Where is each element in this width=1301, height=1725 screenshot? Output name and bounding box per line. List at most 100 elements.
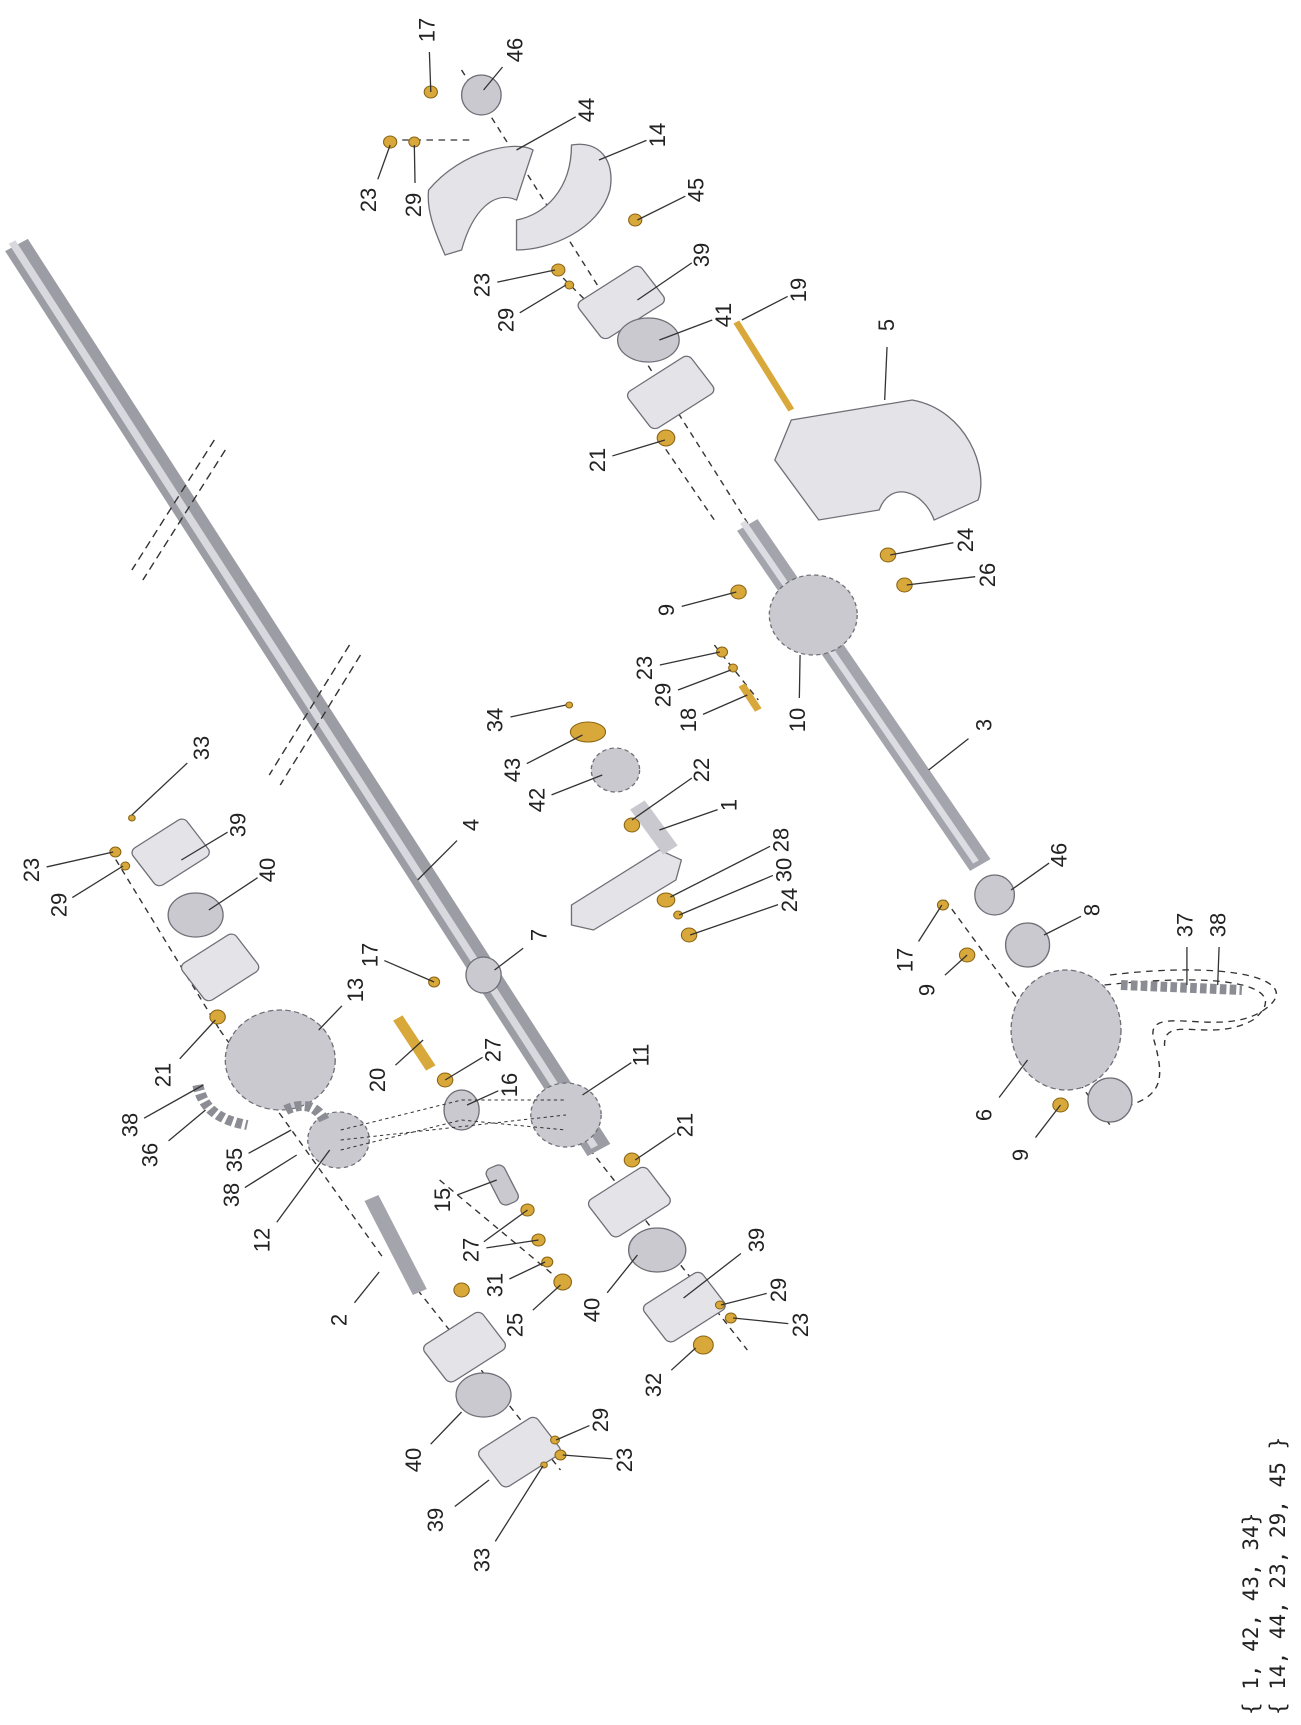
footnote: { 14, 44, 23, 29, 45 } bbox=[1266, 1437, 1290, 1715]
part-number: 14 bbox=[645, 123, 670, 147]
part-number: 11 bbox=[629, 1044, 654, 1067]
part-number: 21 bbox=[585, 448, 610, 472]
sprockets bbox=[224, 574, 1122, 1169]
leader-line bbox=[678, 874, 774, 916]
part-number: 34 bbox=[483, 708, 508, 732]
part-number: 9 bbox=[914, 984, 939, 996]
leader-line bbox=[702, 694, 748, 715]
leader-line bbox=[631, 777, 693, 821]
part-number: 39 bbox=[744, 1228, 769, 1252]
leader-line bbox=[906, 576, 976, 586]
leader-line bbox=[582, 1062, 632, 1096]
part-number: 28 bbox=[768, 828, 793, 852]
part-number: 7 bbox=[527, 929, 552, 941]
leader-line bbox=[683, 1252, 742, 1299]
leader-line bbox=[659, 319, 713, 341]
part-number: 23 bbox=[356, 188, 381, 212]
footnote: { 1, 42, 43, 34} bbox=[1239, 1513, 1263, 1715]
part-number: 38 bbox=[1206, 913, 1231, 937]
part-number: 2 bbox=[327, 1314, 352, 1326]
part-number: 24 bbox=[953, 528, 978, 552]
leader-line bbox=[890, 542, 954, 556]
guard-half bbox=[427, 145, 534, 256]
leader-line bbox=[444, 1056, 483, 1081]
leader-line bbox=[131, 762, 188, 816]
part-number: 17 bbox=[357, 943, 382, 967]
part-number: 27 bbox=[458, 1238, 483, 1262]
leader-line bbox=[394, 1039, 424, 1066]
drawing bbox=[5, 69, 1278, 1488]
part-number: 13 bbox=[343, 978, 368, 1002]
part-number: 29 bbox=[494, 308, 519, 332]
leader-line bbox=[143, 1084, 204, 1119]
leader-line bbox=[454, 1479, 490, 1508]
leader-line bbox=[318, 1005, 343, 1031]
part-number: 8 bbox=[1079, 904, 1104, 916]
leader-line bbox=[732, 1317, 789, 1325]
part-number: 3 bbox=[972, 719, 997, 731]
leader-line bbox=[353, 1271, 380, 1304]
part-number: 29 bbox=[401, 193, 426, 217]
part-number: 46 bbox=[1046, 843, 1071, 867]
leader-line bbox=[798, 654, 801, 699]
leader-line bbox=[483, 66, 504, 91]
part-number: 4 bbox=[458, 819, 483, 831]
leader-line bbox=[598, 139, 647, 161]
part-number: 40 bbox=[401, 1448, 426, 1472]
leader-line bbox=[413, 144, 416, 184]
part-number: 29 bbox=[46, 893, 71, 917]
leader-line bbox=[606, 1254, 638, 1294]
bolt bbox=[733, 320, 795, 412]
part-number: 19 bbox=[786, 278, 811, 302]
leader-line bbox=[417, 840, 458, 881]
leader-line bbox=[634, 1132, 676, 1161]
part-number: 6 bbox=[972, 1109, 997, 1121]
part-number: 17 bbox=[414, 18, 439, 42]
leader-line bbox=[884, 346, 888, 401]
shaft bbox=[364, 1195, 427, 1295]
leader-line bbox=[46, 851, 114, 868]
leader-line bbox=[248, 1129, 292, 1154]
leader-line bbox=[998, 1059, 1029, 1098]
leader-line bbox=[659, 809, 718, 831]
part-number: 21 bbox=[673, 1113, 698, 1137]
chain bbox=[192, 980, 1243, 1130]
part-number: 23 bbox=[632, 656, 657, 680]
leader-line bbox=[497, 269, 556, 283]
leader-line bbox=[1034, 1104, 1062, 1138]
part-number: 10 bbox=[785, 708, 810, 732]
part-number: 5 bbox=[874, 319, 899, 331]
part-number: 23 bbox=[469, 273, 494, 297]
leader-line bbox=[677, 669, 732, 691]
leader-line bbox=[168, 1109, 206, 1142]
arm bbox=[570, 849, 683, 931]
shaft-highlight bbox=[740, 520, 979, 864]
leader-line bbox=[466, 1090, 499, 1106]
part-number: 23 bbox=[788, 1313, 813, 1337]
hardware bbox=[109, 85, 1069, 1469]
part-number: 30 bbox=[772, 858, 797, 882]
part-number: 41 bbox=[711, 303, 736, 327]
part-number: 31 bbox=[483, 1273, 508, 1297]
shaft-highlight bbox=[8, 240, 598, 1149]
leader-line bbox=[430, 1411, 463, 1445]
guard-half bbox=[515, 143, 612, 251]
leader-line bbox=[181, 831, 228, 861]
leader-line bbox=[681, 591, 737, 608]
chain-path bbox=[340, 1099, 567, 1151]
leader-line bbox=[71, 865, 124, 899]
chain-outline bbox=[1104, 969, 1278, 1111]
leader-line bbox=[1217, 946, 1220, 986]
leader-line bbox=[483, 1209, 528, 1243]
part-number: 9 bbox=[1008, 1149, 1033, 1161]
part-number: 42 bbox=[524, 788, 549, 812]
leader-line bbox=[917, 904, 943, 942]
part-number: 33 bbox=[469, 1548, 494, 1572]
part-number: 45 bbox=[684, 178, 709, 202]
leader-line bbox=[670, 1347, 697, 1371]
leader-line bbox=[384, 959, 435, 983]
part-number: 15 bbox=[430, 1188, 455, 1212]
bolt bbox=[738, 683, 762, 712]
part-number: 39 bbox=[689, 243, 714, 267]
part-number: 17 bbox=[892, 948, 917, 972]
